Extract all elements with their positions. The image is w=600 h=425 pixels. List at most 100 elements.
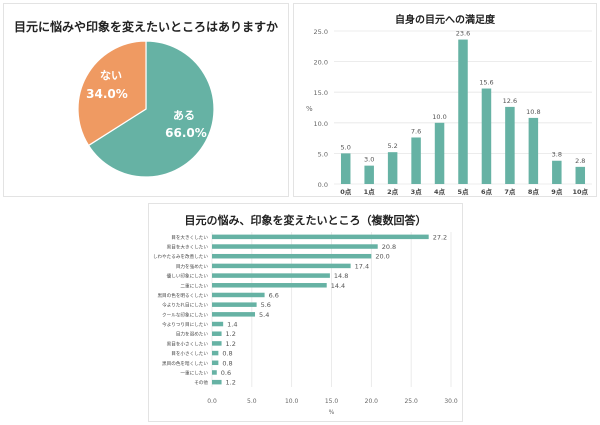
bar: [212, 292, 265, 298]
y-tick-label: 目を小さくしたい: [171, 350, 208, 357]
bar: [340, 153, 351, 184]
y-tick-label: 5.0: [318, 150, 328, 158]
y-tick-label: 10.0: [314, 120, 328, 128]
bar: [528, 117, 539, 184]
concerns-hbar-chart: 0.0 5.0 10.0 15.0 20.0 25.0 30.0% 27.2 目を大きくしたい 2…: [153, 232, 458, 416]
bar-value-label: 20.8: [382, 243, 396, 251]
bar-value-label: 0.6: [221, 369, 231, 377]
x-tick-label: 6点: [481, 187, 493, 196]
y-tick-label: 目力を弱めたい: [176, 331, 209, 338]
y-tick-label: 0.0: [318, 181, 328, 189]
bar: [212, 263, 351, 269]
bar: [458, 39, 468, 185]
x-tick-label: 30.0: [444, 398, 458, 405]
pie-chart: ある 66.0% ない 34.0%: [77, 40, 215, 178]
bar: [212, 302, 257, 307]
bar-value-label: 10.0: [432, 113, 446, 121]
bar-value-label: 0.8: [222, 359, 232, 367]
bar: [212, 253, 372, 259]
bar: [212, 360, 219, 366]
bar: [411, 137, 421, 184]
bar: [552, 160, 562, 184]
bar-value-label: 1.2: [226, 340, 236, 348]
bar-value-label: 1.2: [226, 379, 236, 387]
bar-value-label: 5.0: [341, 143, 351, 151]
x-tick-label: 5点: [457, 187, 469, 196]
bar: [481, 88, 492, 184]
x-tick-label: 5.0: [247, 398, 257, 405]
bar-value-label: 12.6: [503, 97, 517, 105]
bar-value-label: 5.4: [259, 311, 269, 319]
y-tick-label: 二重にしたい: [180, 282, 208, 289]
bar-value-label: 14.8: [334, 272, 348, 280]
satisfaction-bar-chart-panel: 自身の目元への満足度 0.0 5.0 10.0 15.0 20.0 25.0% 5.0 0点 3…: [293, 3, 597, 197]
bar-value-label: 15.6: [479, 79, 493, 87]
bar: [387, 152, 398, 184]
x-tick-label: 10点: [572, 187, 588, 196]
pie-chart-panel: 目元に悩みや印象を変えたいところはありますか ある 66.0% ない 34.0%: [3, 3, 289, 197]
bar: [212, 312, 256, 317]
bar-value-label: 14.4: [331, 282, 345, 290]
y-tick-label: 目を大きくしたい: [171, 234, 208, 241]
y-tick-label: 黒目を大きくしたい: [167, 244, 209, 251]
bar-value-label: 5.2: [387, 142, 397, 150]
pie-chart-title: 目元に悩みや印象を変えたいところはありますか: [13, 20, 278, 34]
x-tick-label: 4点: [434, 187, 446, 196]
x-tick-label: 10.0: [285, 398, 299, 405]
bar-value-label: 1.2: [226, 330, 236, 338]
pie-label-category: ある: [173, 109, 195, 122]
bar: [212, 244, 378, 249]
bar-value-label: 3.0: [364, 156, 374, 164]
y-axis-label: %: [306, 105, 313, 113]
pie-label-category: ない: [100, 69, 122, 82]
y-tick-label: 黒目を小さくしたい: [167, 340, 209, 347]
y-tick-label: その他: [194, 379, 208, 386]
y-tick-label: しわやたるみを改善したい: [153, 253, 209, 260]
x-tick-label: 2点: [387, 187, 399, 196]
bar: [212, 321, 224, 327]
bar-chart-title: 自身の目元への満足度: [395, 15, 495, 26]
y-tick-label: 25.0: [314, 28, 328, 36]
y-tick-label: 目力を強めたい: [176, 263, 209, 270]
bar-value-label: 2.8: [575, 157, 585, 165]
bar-value-label: 20.0: [375, 253, 389, 261]
satisfaction-bar-chart: 0.0 5.0 10.0 15.0 20.0 25.0% 5.0 0点 3.0 1点 5.2 2点 7.…: [306, 28, 592, 196]
bar: [212, 234, 429, 240]
bar-value-label: 23.6: [456, 30, 470, 38]
y-tick-label: 今よりたれ目にしたい: [162, 302, 208, 309]
x-tick-label: 1点: [364, 187, 376, 196]
bar: [212, 283, 327, 288]
bar: [434, 122, 445, 184]
concerns-hbar-chart-panel: 目元の悩み、印象を変えたいところ（複数回答） 0.0 5.0 10.0 15.0 20.…: [148, 203, 463, 422]
bar: [212, 273, 330, 278]
y-tick-label: 優しい印象にしたい: [167, 273, 209, 280]
bar: [212, 350, 219, 356]
bar-value-label: 10.8: [526, 108, 540, 116]
bar: [212, 379, 222, 385]
y-tick-label: 15.0: [314, 89, 328, 97]
x-tick-label: 15.0: [325, 398, 339, 405]
x-tick-label: 0.0: [207, 398, 217, 405]
bar-value-label: 6.6: [269, 291, 279, 299]
bar: [364, 165, 374, 184]
y-tick-label: 一重にしたい: [180, 369, 208, 376]
y-tick-label: 20.0: [314, 59, 328, 67]
x-tick-label: 9点: [551, 187, 563, 196]
y-tick-label: 今よりつり目にしたい: [162, 321, 208, 328]
bar-value-label: 1.4: [227, 321, 237, 329]
pie-label-value: 34.0%: [86, 87, 128, 101]
bar-value-label: 5.6: [261, 301, 271, 309]
x-tick-label: 7点: [504, 187, 516, 196]
bar: [212, 370, 217, 375]
bar-value-label: 7.6: [411, 127, 421, 135]
y-tick-label: 黒目の色を暗くしたい: [162, 360, 208, 367]
x-tick-label: 25.0: [404, 398, 418, 405]
y-tick-label: 黒目の色を明るくしたい: [157, 292, 208, 299]
bar: [575, 166, 586, 184]
bar-value-label: 27.2: [433, 233, 447, 241]
bar-value-label: 17.4: [355, 262, 369, 270]
hbar-chart-title: 目元の悩み、印象を変えたいところ（複数回答）: [184, 214, 427, 227]
y-tick-label: クールな印象にしたい: [162, 311, 208, 318]
x-tick-label: 0点: [340, 187, 352, 196]
x-tick-label: 8点: [528, 187, 540, 196]
